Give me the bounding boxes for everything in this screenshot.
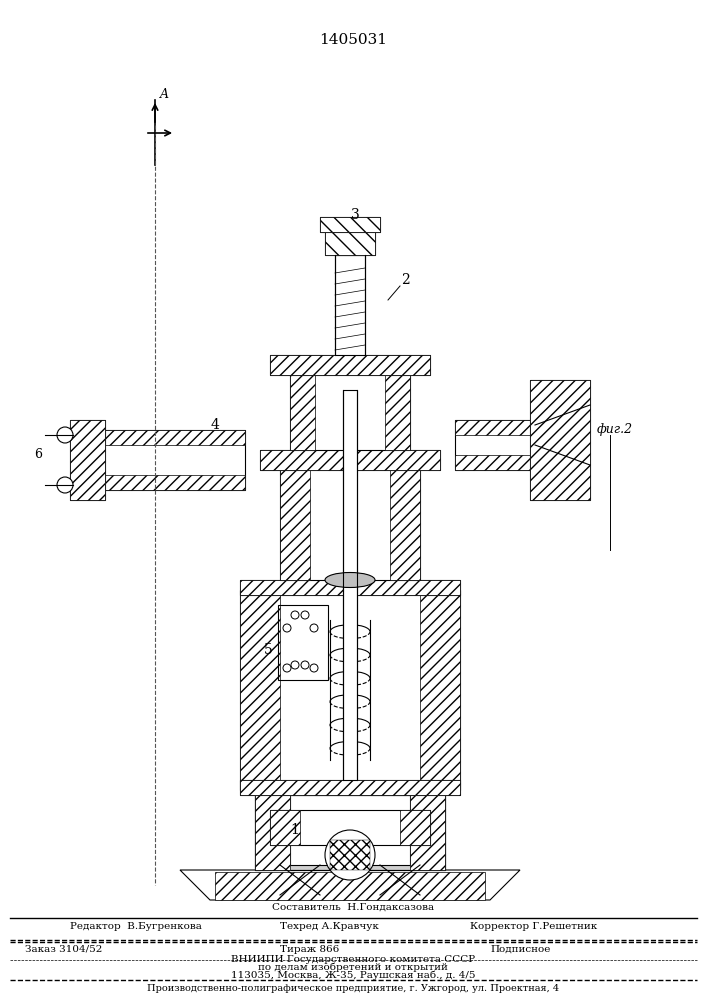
Bar [325, 230, 375, 255]
Text: 2: 2 [401, 273, 409, 287]
Bar [290, 370, 315, 450]
Circle shape [283, 624, 291, 632]
Bar [240, 780, 460, 795]
Bar [320, 217, 380, 232]
Text: 1405031: 1405031 [319, 33, 387, 47]
Bar [278, 605, 328, 680]
Text: Производственно-полиграфическое предприятие, г. Ужгород, ул. Проектная, 4: Производственно-полиграфическое предприя… [147, 984, 559, 993]
Bar [530, 380, 590, 500]
Bar [100, 430, 245, 445]
Bar [255, 790, 445, 870]
Circle shape [283, 664, 291, 672]
Text: 3: 3 [351, 208, 359, 222]
Bar [240, 780, 460, 795]
Text: Заказ 3104/52: Заказ 3104/52 [25, 945, 103, 954]
Bar [290, 370, 410, 450]
Bar [240, 590, 280, 790]
Bar [270, 810, 430, 845]
Text: 6: 6 [34, 448, 42, 462]
Bar [270, 355, 430, 375]
Bar [343, 390, 357, 780]
Circle shape [325, 830, 375, 880]
Polygon shape [180, 870, 520, 900]
Circle shape [310, 624, 318, 632]
Text: ВНИИПИ Государственного комитета СССР: ВНИИПИ Государственного комитета СССР [231, 955, 475, 964]
Bar [270, 810, 300, 845]
Bar [530, 380, 590, 500]
Text: Техред А.Кравчук: Техред А.Кравчук [280, 922, 379, 931]
Text: Подписное: Подписное [490, 945, 550, 954]
Ellipse shape [325, 572, 375, 587]
Text: Составитель  Н.Гондаксазова: Составитель Н.Гондаксазова [272, 902, 434, 912]
Circle shape [310, 664, 318, 672]
Bar [70, 420, 105, 500]
Circle shape [57, 427, 73, 443]
Circle shape [301, 661, 309, 669]
Bar [240, 580, 460, 595]
Bar [215, 872, 485, 900]
Bar [455, 420, 535, 435]
Bar [270, 355, 430, 375]
Text: Редактор  В.Бугренкова: Редактор В.Бугренкова [70, 922, 202, 931]
Bar [290, 795, 410, 865]
Text: Корректор Г.Решетник: Корректор Г.Решетник [470, 922, 597, 931]
Bar [455, 420, 535, 470]
Bar [260, 450, 440, 470]
Bar [240, 580, 460, 595]
Bar [385, 370, 410, 450]
Bar [390, 460, 420, 580]
Bar [280, 460, 420, 580]
Circle shape [57, 477, 73, 493]
Bar [260, 450, 440, 470]
Bar [280, 460, 310, 580]
Bar [400, 810, 430, 845]
Bar [325, 230, 375, 255]
Bar [100, 475, 245, 490]
Circle shape [291, 661, 299, 669]
Bar [420, 590, 460, 790]
Bar [100, 430, 245, 490]
Text: по делам изобретений и открытий: по делам изобретений и открытий [258, 963, 448, 972]
Text: 1: 1 [291, 823, 300, 837]
Text: 4: 4 [211, 418, 219, 432]
Text: 5: 5 [264, 643, 272, 657]
Text: Тираж 866: Тираж 866 [280, 945, 339, 954]
Text: 113035, Москва, Ж-35, Раушская наб., д. 4/5: 113035, Москва, Ж-35, Раушская наб., д. … [230, 971, 475, 980]
Text: фиг.2: фиг.2 [597, 424, 633, 436]
Bar [455, 455, 535, 470]
Circle shape [291, 611, 299, 619]
Bar [255, 790, 290, 870]
Bar [330, 840, 370, 870]
Bar [410, 790, 445, 870]
Bar [255, 790, 445, 870]
Bar [320, 217, 380, 232]
Circle shape [301, 611, 309, 619]
Bar [240, 590, 460, 790]
Bar [70, 420, 105, 500]
Bar [335, 255, 365, 355]
Text: A: A [160, 89, 169, 102]
